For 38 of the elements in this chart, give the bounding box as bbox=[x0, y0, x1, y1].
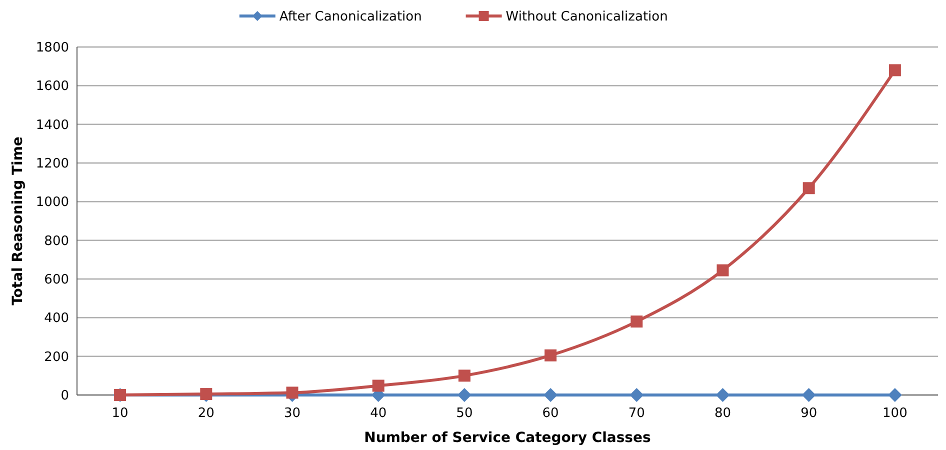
x-tick-label: 90 bbox=[800, 406, 818, 421]
y-tick-label: 0 bbox=[60, 388, 69, 404]
y-tick-label: 600 bbox=[44, 272, 69, 288]
y-tick-label: 200 bbox=[44, 350, 69, 365]
point bbox=[286, 386, 298, 399]
x-tick-label: 80 bbox=[714, 406, 732, 421]
y-tick-label: 400 bbox=[44, 311, 69, 326]
point bbox=[888, 64, 901, 76]
point bbox=[544, 349, 557, 362]
y-tick-label: 1400 bbox=[36, 118, 69, 133]
point bbox=[457, 388, 472, 402]
x-tick-label: 30 bbox=[284, 406, 301, 421]
x-tick-label: 20 bbox=[198, 406, 214, 421]
y-tick-label: 1600 bbox=[36, 79, 69, 94]
point bbox=[802, 388, 816, 402]
legend-label: Without Canonicalization bbox=[506, 10, 668, 25]
y-tick-label: 1800 bbox=[36, 40, 69, 56]
y-axis-title: Total Reasoning Time bbox=[10, 136, 26, 306]
x-tick-label: 10 bbox=[112, 406, 128, 421]
point bbox=[372, 380, 384, 392]
x-tick-label: 70 bbox=[628, 406, 645, 421]
x-tick-label: 40 bbox=[370, 406, 387, 421]
x-axis-title: Number of Service Category Classes bbox=[364, 430, 651, 446]
point bbox=[802, 182, 815, 194]
x-tick-label: 60 bbox=[542, 406, 559, 421]
point bbox=[458, 370, 470, 382]
y-tick-label: 1000 bbox=[36, 195, 69, 210]
point bbox=[888, 388, 902, 402]
point bbox=[544, 388, 558, 402]
y-tick-label: 800 bbox=[44, 234, 69, 249]
point bbox=[630, 388, 644, 402]
x-tick-label: 50 bbox=[456, 406, 473, 421]
point bbox=[716, 264, 729, 276]
legend-label: After Canonicalization bbox=[279, 10, 422, 25]
point bbox=[630, 316, 643, 328]
point bbox=[716, 388, 730, 402]
y-tick-label: 1200 bbox=[36, 156, 69, 172]
x-tick-label: 100 bbox=[882, 406, 908, 421]
